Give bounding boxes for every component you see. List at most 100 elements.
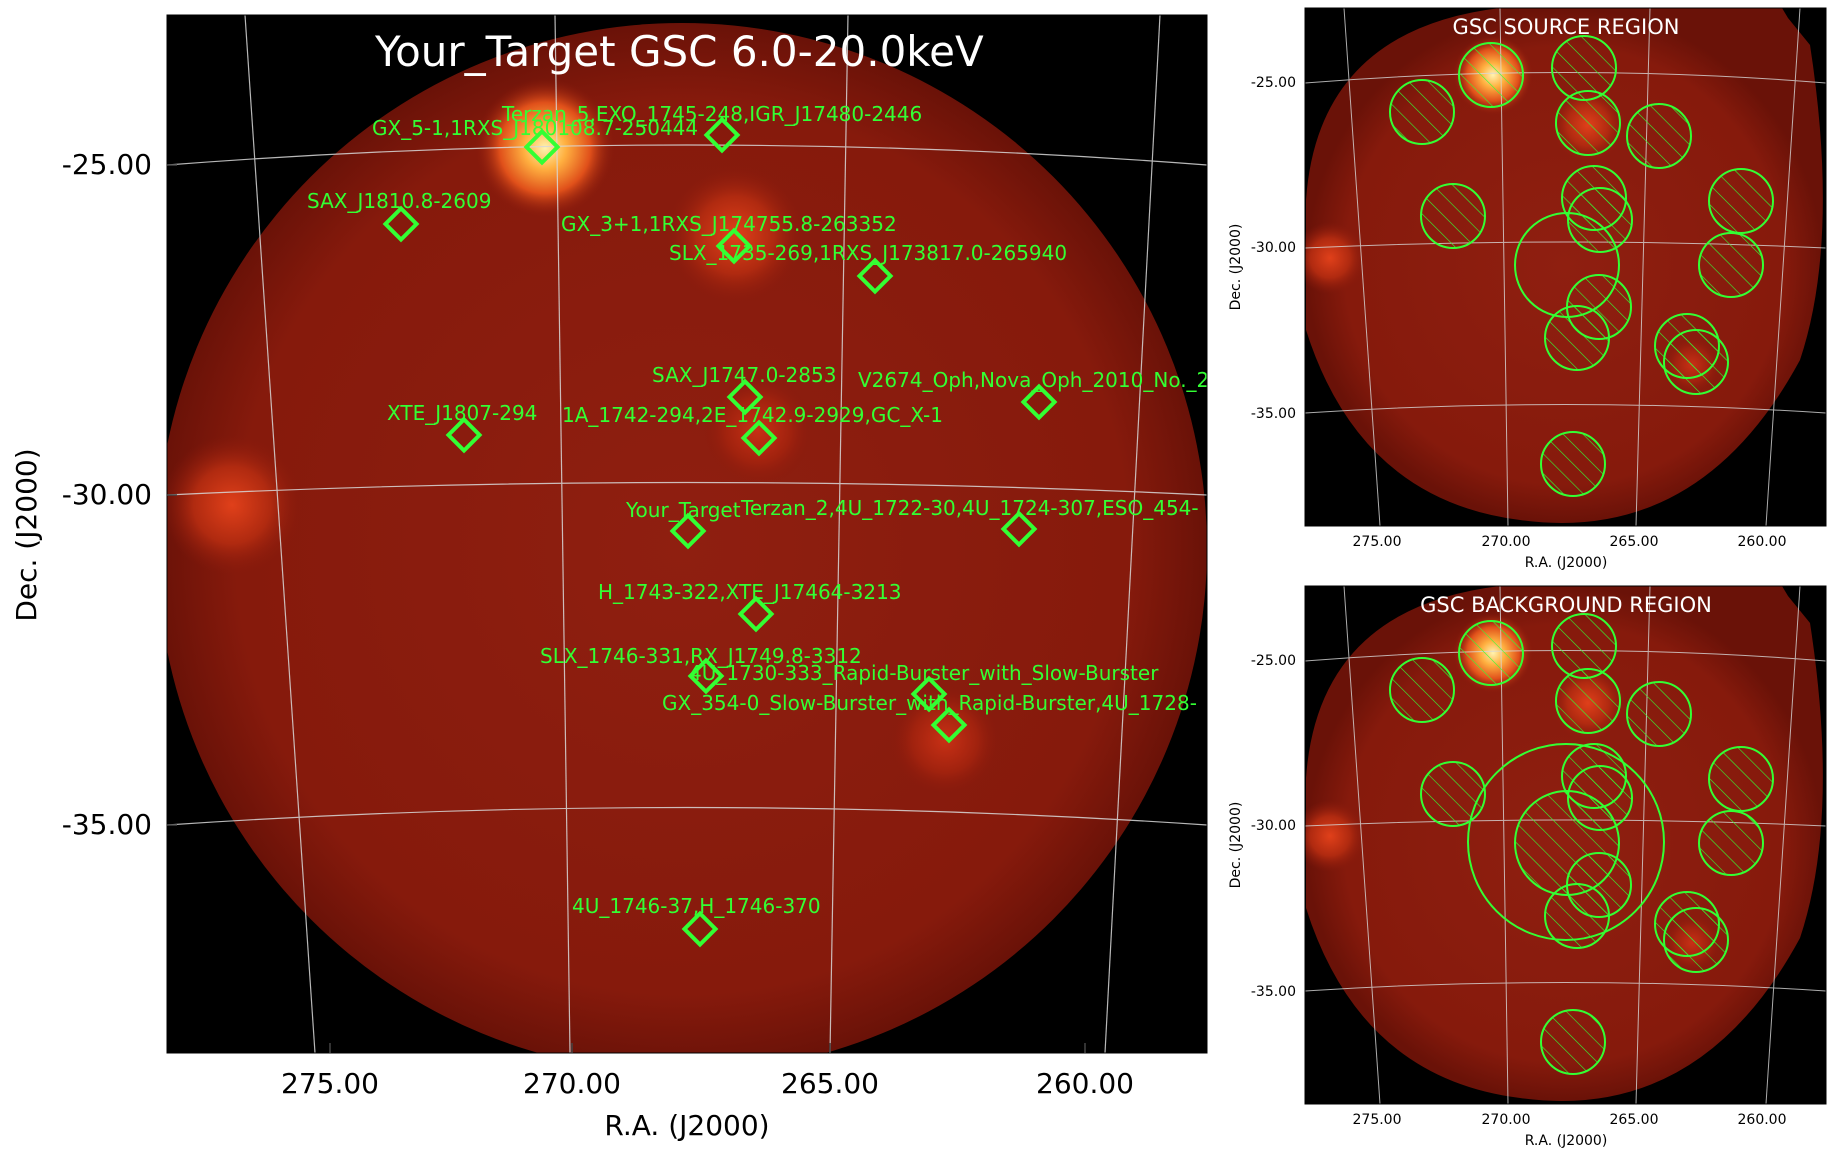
main-y-axis-title: Dec. (J2000) [10, 448, 43, 621]
region-circle[interactable] [1626, 103, 1692, 169]
x-tick-label: 270.00 [1482, 1112, 1531, 1128]
main-exposure-disk [167, 23, 1207, 1053]
region-circle[interactable] [1708, 746, 1774, 812]
region-circle[interactable] [1420, 761, 1486, 827]
src-panel-title: GSC SOURCE REGION [1453, 15, 1680, 39]
region-circle[interactable] [1555, 90, 1621, 156]
y-tick-label: -35.00 [1251, 406, 1296, 422]
source-marker[interactable] [910, 675, 948, 713]
source-marker[interactable] [740, 419, 778, 457]
bg-hotspot-edge [1305, 800, 1366, 872]
hotspot-edge [167, 435, 302, 575]
source-marker[interactable] [523, 128, 561, 166]
region-circle[interactable] [1389, 657, 1455, 723]
x-tick-label: 260.00 [1036, 1067, 1134, 1100]
src-x-tick-labels: 275.00 270.00 265.00 260.00 [1353, 534, 1787, 550]
bg-frame [1304, 585, 1827, 1105]
source-marker[interactable] [687, 657, 725, 695]
source-label: Your_Target [625, 498, 741, 522]
src-y-axis-title: Dec. (J2000) [1228, 224, 1244, 311]
hotspot-gc [703, 375, 813, 485]
y-tick-label: -35.00 [62, 808, 152, 841]
src-x-axis-title: R.A. (J2000) [1525, 555, 1608, 571]
hotspot-gx3 [665, 165, 805, 305]
bg-panel-title: GSC BACKGROUND REGION [1420, 593, 1712, 617]
y-tick-label: -35.00 [1251, 984, 1296, 1000]
main-frame [166, 14, 1208, 1054]
bg-y-tick-labels: -25.00 -30.00 -35.00 [1251, 653, 1296, 1000]
x-tick-label: 270.00 [523, 1067, 621, 1100]
region-circle[interactable] [1540, 431, 1606, 497]
source-marker[interactable] [382, 205, 420, 243]
x-tick-label: 275.00 [1353, 1112, 1402, 1128]
main-y-tick-labels: -25.00 -30.00 -35.00 [62, 148, 152, 841]
main-image-panel: GX_5-1,1RXS_J180108.7-250444 Terzan_5,EX… [10, 14, 1208, 1142]
source-marker[interactable] [669, 512, 707, 550]
main-title: Your_Target GSC 6.0-20.0keV [374, 27, 984, 76]
region-circle[interactable] [1544, 883, 1610, 949]
bg-x-tick-labels: 275.00 270.00 265.00 260.00 [1353, 1112, 1787, 1128]
source-label: 4U_1746-37,H_1746-370 [572, 894, 821, 918]
y-tick-label: -25.00 [62, 148, 152, 181]
region-circle[interactable] [1663, 907, 1729, 973]
region-circle[interactable] [1626, 681, 1692, 747]
bg-region-circles [1389, 613, 1774, 1075]
region-circle[interactable] [1567, 187, 1633, 253]
region-circle[interactable] [1663, 329, 1729, 395]
source-marker[interactable] [1000, 510, 1038, 548]
region-circle[interactable] [1698, 232, 1764, 298]
y-tick-label: -30.00 [1251, 240, 1296, 256]
source-label: SAX_J1747.0-2853 [652, 363, 836, 387]
region-circle[interactable] [1567, 765, 1633, 831]
source-label: XTE_J1807-294 [387, 401, 537, 425]
source-marker[interactable] [726, 378, 764, 416]
source-marker[interactable] [930, 706, 968, 744]
source-labels: GX_5-1,1RXS_J180108.7-250444 Terzan_5,EX… [307, 102, 1207, 918]
source-label: GX_3+1,1RXS_J174755.8-263352 [561, 212, 897, 236]
region-circle[interactable] [1540, 1009, 1606, 1075]
source-label: SLX_1735-269,1RXS_J173817.0-265940 [669, 241, 1067, 265]
source-marker[interactable] [445, 416, 483, 454]
target-region-circle[interactable] [1514, 212, 1620, 318]
region-circle[interactable] [1544, 305, 1610, 371]
y-tick-label: -30.00 [1251, 818, 1296, 834]
source-markers [382, 116, 1058, 948]
source-marker[interactable] [703, 116, 741, 154]
source-label: 4U_1730-333_Rapid-Burster_with_Slow-Burs… [689, 661, 1159, 685]
background-region-panel: GSC BACKGROUND REGION 275.00 270.00 265.… [1228, 585, 1827, 1149]
main-x-tick-labels: 275.00 270.00 265.00 260.00 [281, 1067, 1134, 1100]
source-marker[interactable] [737, 595, 775, 633]
hotspot-gx5-1 [475, 78, 615, 218]
source-region-panel: GSC SOURCE REGION 275.00 270.00 265.00 2… [1228, 7, 1827, 571]
x-tick-label: 270.00 [1482, 534, 1531, 550]
source-label: GX_5-1,1RXS_J180108.7-250444 [372, 116, 698, 140]
x-tick-label: 275.00 [1353, 534, 1402, 550]
y-tick-label: -30.00 [62, 478, 152, 511]
region-circle[interactable] [1698, 810, 1764, 876]
source-label: 1A_1742-294,2E_1742.9-2929,GC_X-1 [562, 403, 943, 427]
main-tick-marks [167, 164, 1086, 1053]
main-x-axis-title: R.A. (J2000) [604, 1109, 769, 1142]
region-circle[interactable] [1458, 620, 1524, 686]
region-circle[interactable] [1420, 183, 1486, 249]
source-marker[interactable] [856, 257, 894, 295]
region-circle[interactable] [1458, 42, 1524, 108]
x-tick-label: 265.00 [1610, 1112, 1659, 1128]
hotspot-rapid-burster [890, 685, 1000, 795]
y-tick-label: -25.00 [1251, 75, 1296, 91]
source-marker[interactable] [715, 227, 753, 265]
source-label: Terzan_5,EXO_1745-248,IGR_J17480-2446 [501, 102, 922, 126]
src-grid [1305, 8, 1826, 526]
source-label: GX_354-0_Slow-Burster_with_Rapid-Burster… [662, 691, 1197, 715]
region-circle[interactable] [1555, 668, 1621, 734]
src-hotspot-edge [1305, 222, 1366, 294]
src-frame [1304, 7, 1827, 527]
x-tick-label: 260.00 [1738, 1112, 1787, 1128]
source-marker[interactable] [1020, 383, 1058, 421]
region-circle[interactable] [1389, 79, 1455, 145]
src-region-circles [1389, 35, 1774, 497]
x-tick-label: 265.00 [1610, 534, 1659, 550]
source-label: H_1743-322,XTE_J17464-3213 [598, 580, 902, 604]
source-marker[interactable] [681, 910, 719, 948]
region-circle[interactable] [1708, 168, 1774, 234]
